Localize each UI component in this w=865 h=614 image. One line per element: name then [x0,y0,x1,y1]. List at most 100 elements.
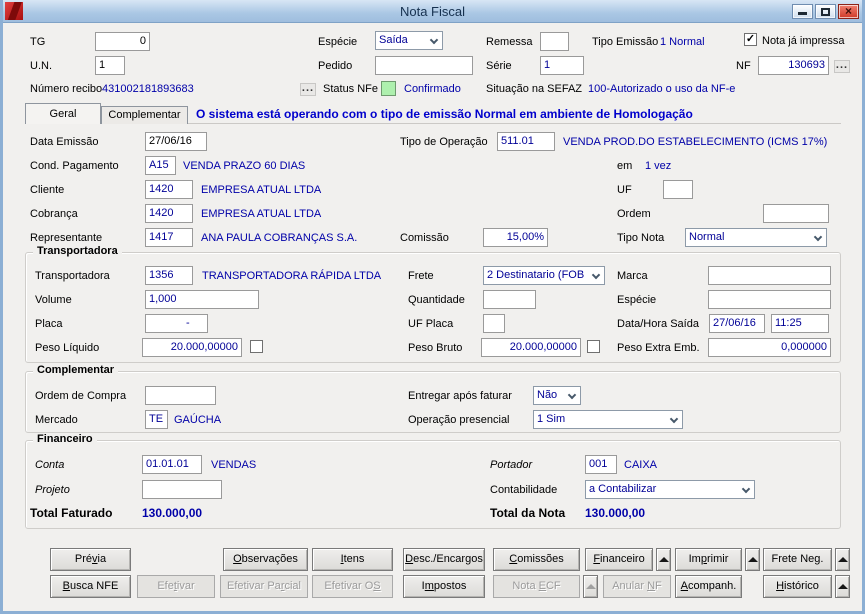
remessa-field[interactable] [540,32,569,51]
desc-encargos-button[interactable]: Desc./Encargos [403,548,485,571]
imprimir-more-button[interactable] [745,548,760,571]
data-hora-saida-label: Data/Hora Saída [617,318,699,330]
situacao-sefaz-value: 100-Autorizado o uso da NF-e [588,83,736,95]
conta-field[interactable]: 01.01.01 [142,455,202,474]
data-emissao-label: Data Emissão [30,136,99,148]
especie-emb-field[interactable] [708,290,831,309]
operacao-presencial-select[interactable]: 1 Sim [533,410,683,429]
nota-ja-impressa-checkbox[interactable]: ✓ [744,33,757,46]
tipo-emissao-value: 1 Normal [660,36,705,48]
entregar-apos-faturar-select[interactable]: Não [533,386,581,405]
conta-label: Conta [35,459,65,471]
tipo-emissao-label: Tipo Emissão [592,36,659,48]
comissoes-button[interactable]: Comissões [493,548,580,571]
cliente-desc: EMPRESA ATUAL LTDA [201,184,322,196]
hora-saida-field[interactable]: 11:25 [771,314,829,333]
chevron-down-icon [741,484,751,494]
tab-complementar[interactable]: Complementar [101,106,188,124]
maximize-icon [821,8,830,16]
frete-neg-button[interactable]: Frete Neg. [763,548,832,571]
busca-nfe-button[interactable]: Busca NFE [50,575,131,598]
mercado-field[interactable]: TE [145,410,168,429]
cliente-field[interactable]: 1420 [145,180,193,199]
close-button[interactable]: × [838,4,859,19]
cobranca-field[interactable]: 1420 [145,204,193,223]
contabilidade-label: Contabilidade [490,484,558,496]
chevron-down-icon [669,414,679,424]
chevron-down-icon [813,232,823,242]
quantidade-field[interactable] [483,290,536,309]
tipo-operacao-field[interactable]: 511.01 [497,132,555,151]
uf-placa-label: UF Placa [408,318,454,330]
pedido-field[interactable] [375,56,473,75]
transportadora-field[interactable]: 1356 [145,266,193,285]
itens-button[interactable]: Itens [312,548,393,571]
total-da-nota-label: Total da Nota [490,506,566,520]
peso-bruto-checkbox[interactable] [587,340,600,353]
uf-field[interactable] [663,180,693,199]
especie-select[interactable]: Saída [375,31,443,50]
tg-field[interactable]: 0 [95,32,150,51]
placa-field[interactable]: - [145,314,208,333]
tipo-nota-label: Tipo Nota [617,232,665,244]
frete-neg-more-button[interactable] [835,548,850,571]
ordem-compra-field[interactable] [145,386,216,405]
nf-label: NF [736,60,751,72]
comissao-field[interactable]: 15,00% [483,228,548,247]
maximize-button[interactable] [815,4,836,19]
peso-liquido-field[interactable]: 20.000,00000 [142,338,242,357]
frete-select[interactable]: 2 Destinatario (FOB [483,266,605,285]
peso-bruto-field[interactable]: 20.000,00000 [481,338,581,357]
data-saida-field[interactable]: 27/06/16 [709,314,765,333]
nf-more-button[interactable]: ... [834,59,850,73]
recibo-more-button[interactable]: ... [300,82,316,96]
data-emissao-field[interactable]: 27/06/16 [145,132,207,151]
previa-button[interactable]: Prévia [50,548,131,571]
app-icon [5,2,23,20]
status-nfe-value: Confirmado [404,83,461,95]
financeiro-more-button[interactable] [656,548,671,571]
portador-label: Portador [490,459,533,471]
acompanh-button[interactable]: Acompanh. [675,575,742,598]
representante-field[interactable]: 1417 [145,228,193,247]
un-field[interactable]: 1 [95,56,125,75]
nf-field[interactable]: 130693 [758,56,829,75]
serie-field[interactable]: 1 [540,56,584,75]
transportadora-group [25,252,841,363]
historico-more-button[interactable] [835,575,850,598]
tab-geral[interactable]: Geral [25,103,101,124]
historico-button[interactable]: Histórico [763,575,832,598]
total-da-nota-value: 130.000,00 [585,506,646,520]
cliente-label: Cliente [30,184,65,196]
especie-label: Espécie [318,36,358,48]
chevron-down-icon [567,390,577,400]
projeto-field[interactable] [142,480,222,499]
marca-label: Marca [617,270,648,282]
minimize-button[interactable] [792,4,813,19]
tipo-nota-select[interactable]: Normal [685,228,827,247]
ordem-field[interactable] [763,204,829,223]
imprimir-button[interactable]: Imprimir [675,548,742,571]
contabilidade-select[interactable]: a Contabilizar [585,480,755,499]
portador-field[interactable]: 001 [585,455,617,474]
mercado-label: Mercado [35,414,78,426]
volume-field[interactable]: 1,000 [145,290,259,309]
peso-extra-field[interactable]: 0,000000 [708,338,831,357]
title-bar[interactable]: Nota Fiscal × [0,0,865,23]
cond-pagamento-field[interactable]: A15 [145,156,176,175]
conta-desc: VENDAS [211,459,257,471]
peso-liquido-checkbox[interactable] [250,340,263,353]
total-faturado-label: Total Faturado [30,506,113,520]
arrow-up-icon [586,584,596,589]
transportadora-label: Transportadora [35,270,110,282]
uf-placa-field[interactable] [483,314,505,333]
marca-field[interactable] [708,266,831,285]
complementar-group [25,371,841,433]
financeiro-button[interactable]: Financeiro [585,548,653,571]
observacoes-button[interactable]: Observações [223,548,308,571]
impostos-button[interactable]: Impostos [403,575,485,598]
window-title: Nota Fiscal [399,4,466,19]
situacao-sefaz-label: Situação na SEFAZ [486,83,582,95]
tipo-operacao-desc: VENDA PROD.DO ESTABELECIMENTO (ICMS 17%) [563,136,828,148]
chevron-down-icon [591,270,601,280]
